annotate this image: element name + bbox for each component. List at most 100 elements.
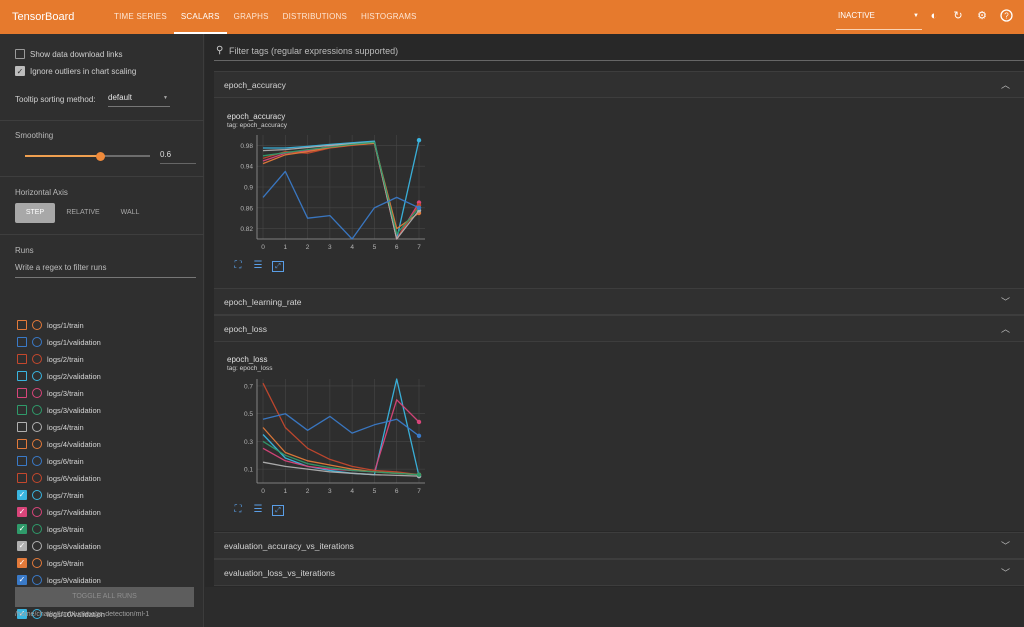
tab-time-series[interactable]: TIME SERIES: [114, 12, 167, 21]
tab-distributions[interactable]: DISTRIBUTIONS: [282, 12, 348, 21]
axis-relative-button[interactable]: RELATIVE: [66, 209, 100, 216]
run-checkbox[interactable]: [17, 422, 27, 432]
chevron-up-icon[interactable]: ︿: [1000, 80, 1010, 90]
run-color-swatch[interactable]: [32, 575, 42, 585]
run-row[interactable]: ✓ logs/8/train: [17, 522, 84, 536]
run-checkbox[interactable]: [17, 439, 27, 449]
x-tick-label: 3: [328, 488, 332, 495]
axis-wall-button[interactable]: WALL: [120, 209, 140, 216]
gear-icon[interactable]: ⚙: [977, 10, 987, 22]
filter-tags-input[interactable]: [214, 44, 1024, 61]
run-color-swatch[interactable]: [32, 320, 42, 330]
run-row[interactable]: logs/1/validation: [17, 335, 101, 349]
run-color-swatch[interactable]: [32, 558, 42, 568]
run-row[interactable]: logs/3/train: [17, 386, 84, 400]
run-row[interactable]: ✓ logs/7/train: [17, 488, 84, 502]
run-checkbox[interactable]: ✓: [17, 490, 27, 500]
help-icon[interactable]: ?: [999, 9, 1013, 23]
x-tick-label: 7: [417, 244, 421, 251]
run-row[interactable]: logs/2/train: [17, 352, 84, 366]
axis-step-button[interactable]: STEP: [15, 203, 55, 223]
run-row[interactable]: ✓ logs/9/validation: [17, 573, 101, 587]
fit-domain-icon[interactable]: ⤢: [272, 261, 284, 272]
tab-histograms[interactable]: HISTOGRAMS: [361, 12, 417, 21]
slider-fill: [25, 155, 100, 157]
run-color-swatch[interactable]: [32, 490, 42, 500]
runs-filter-input[interactable]: Write a regex to filter runs: [15, 263, 196, 278]
run-checkbox[interactable]: ✓: [17, 507, 27, 517]
run-row[interactable]: ✓ logs/10/validation: [17, 607, 105, 621]
run-checkbox[interactable]: [17, 456, 27, 466]
run-row[interactable]: logs/6/train: [17, 454, 84, 468]
panel-evaluation-loss-header[interactable]: evaluation_loss_vs_iterations ﹀: [214, 559, 1024, 586]
run-row[interactable]: logs/6/validation: [17, 471, 101, 485]
checkbox-box[interactable]: [15, 49, 25, 59]
run-color-swatch[interactable]: [32, 541, 42, 551]
run-checkbox[interactable]: ✓: [17, 524, 27, 534]
run-row[interactable]: logs/4/train: [17, 420, 84, 434]
panel-evaluation-accuracy-header[interactable]: evaluation_accuracy_vs_iterations ﹀: [214, 532, 1024, 559]
contrast-icon[interactable]: ◐: [930, 10, 938, 22]
run-label: logs/7/train: [47, 490, 84, 500]
run-row[interactable]: ✓ logs/8/validation: [17, 539, 101, 553]
slider-thumb[interactable]: [96, 152, 105, 161]
panel-epoch-loss-header[interactable]: epoch_loss ︿: [214, 315, 1024, 342]
run-color-swatch[interactable]: [32, 507, 42, 517]
plugin-status-select[interactable]: INACTIVE ▼: [836, 6, 922, 30]
show-download-links-checkbox[interactable]: Show data download links: [15, 49, 123, 59]
chevron-down-icon[interactable]: ﹀: [1000, 297, 1010, 307]
fit-domain-icon[interactable]: ⤢: [272, 505, 284, 516]
panel-epoch-accuracy-header[interactable]: epoch_accuracy ︿: [214, 71, 1024, 98]
run-color-swatch[interactable]: [32, 371, 42, 381]
data-table-icon[interactable]: ☰: [253, 504, 263, 515]
run-checkbox[interactable]: [17, 405, 27, 415]
run-color-swatch[interactable]: [32, 337, 42, 347]
x-tick-label: 4: [350, 488, 354, 495]
run-row[interactable]: logs/2/validation: [17, 369, 101, 383]
chevron-up-icon[interactable]: ︿: [1000, 324, 1010, 334]
run-color-swatch[interactable]: [32, 609, 42, 619]
fullscreen-icon[interactable]: ⛶: [234, 260, 242, 271]
run-row[interactable]: logs/4/validation: [17, 437, 101, 451]
run-row[interactable]: ✓ logs/7/validation: [17, 505, 101, 519]
panel-epoch-learning-rate-header[interactable]: epoch_learning_rate ﹀: [214, 288, 1024, 315]
run-color-swatch[interactable]: [32, 422, 42, 432]
fullscreen-icon[interactable]: ⛶: [234, 504, 242, 515]
run-checkbox[interactable]: [17, 320, 27, 330]
chevron-down-icon[interactable]: ﹀: [1000, 541, 1010, 551]
run-checkbox[interactable]: [17, 371, 27, 381]
run-checkbox[interactable]: ✓: [17, 575, 27, 585]
run-row[interactable]: ✓ logs/9/train: [17, 556, 84, 570]
toggle-all-runs-button[interactable]: TOGGLE ALL RUNS: [15, 587, 194, 607]
run-checkbox[interactable]: [17, 337, 27, 347]
run-checkbox[interactable]: [17, 388, 27, 398]
checkmark-icon[interactable]: ✓: [15, 66, 25, 76]
run-checkbox[interactable]: [17, 354, 27, 364]
run-row[interactable]: logs/3/validation: [17, 403, 101, 417]
smoothing-value-input[interactable]: 0.6: [160, 150, 196, 164]
run-checkbox[interactable]: ✓: [17, 541, 27, 551]
run-checkbox[interactable]: ✓: [17, 558, 27, 568]
tooltip-sorting-select[interactable]: default ▼: [108, 93, 170, 107]
run-color-swatch[interactable]: [32, 439, 42, 449]
run-checkbox[interactable]: [17, 473, 27, 483]
epoch-accuracy-chart[interactable]: 0.98 0.94 0.9 0.86 0.82 0 1 2 3 4 5 6 7: [227, 131, 432, 255]
run-color-swatch[interactable]: [32, 354, 42, 364]
tooltip-sorting-value: default: [108, 93, 133, 102]
run-color-swatch[interactable]: [32, 388, 42, 398]
run-color-swatch[interactable]: [32, 456, 42, 466]
run-color-swatch[interactable]: [32, 473, 42, 483]
tab-graphs[interactable]: GRAPHS: [233, 12, 269, 21]
data-table-icon[interactable]: ☰: [253, 260, 263, 271]
tab-scalars[interactable]: SCALARS: [173, 0, 227, 34]
slider-track[interactable]: [25, 155, 150, 157]
run-checkbox[interactable]: ✓: [17, 609, 27, 619]
ignore-outliers-checkbox[interactable]: ✓ Ignore outliers in chart scaling: [15, 66, 136, 76]
x-tick-label: 7: [417, 488, 421, 495]
run-row[interactable]: logs/1/train: [17, 318, 84, 332]
chevron-down-icon[interactable]: ﹀: [1000, 568, 1010, 578]
refresh-icon[interactable]: ↻: [953, 10, 963, 22]
run-color-swatch[interactable]: [32, 524, 42, 534]
epoch-loss-chart[interactable]: 0.7 0.5 0.3 0.1 0 1 2 3 4 5 6 7: [227, 375, 432, 499]
run-color-swatch[interactable]: [32, 405, 42, 415]
